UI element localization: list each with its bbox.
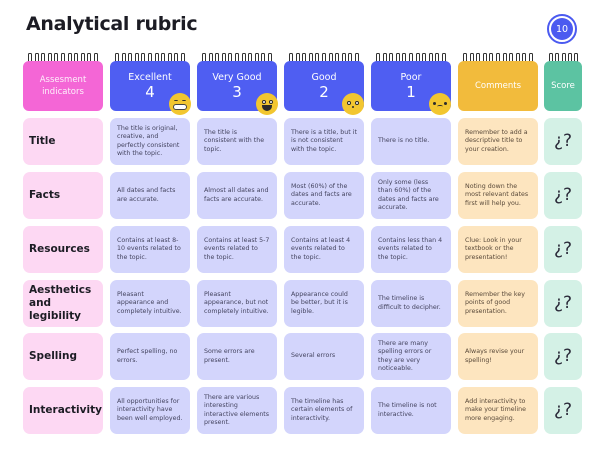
header-score: 2 — [319, 82, 329, 101]
page-number-badge: 10 — [547, 14, 577, 44]
header-comments: Comments — [458, 61, 538, 111]
criterion-poor: The timeline is difficult to decipher. — [371, 280, 451, 327]
score-field[interactable]: ¿? — [544, 387, 582, 434]
criterion-very-good: Pleasant appearance, but not completely … — [197, 280, 277, 327]
criterion-excellent: Pleasant appearance and completely intui… — [110, 280, 190, 327]
header-score: 1 — [406, 82, 416, 101]
header-score: 4 — [145, 82, 155, 101]
header-score-column: Score — [544, 61, 582, 111]
criterion-excellent: The title is original, creative, and per… — [110, 118, 190, 165]
grinning-face-icon — [169, 93, 191, 115]
criterion-poor: The timeline is not interactive. — [371, 387, 451, 434]
comment: Remember the key points of good presenta… — [458, 280, 538, 327]
comment: Noting down the most relevant dates firs… — [458, 172, 538, 219]
indicator-facts: Facts — [23, 172, 103, 219]
criterion-good: Contains at least 4 events related to th… — [284, 226, 364, 273]
criterion-good: The timeline has certain elements of int… — [284, 387, 364, 434]
criterion-excellent: Contains at least 8-10 events related to… — [110, 226, 190, 273]
header-label: Score — [551, 81, 575, 91]
criterion-poor: There are many spelling errors or they a… — [371, 333, 451, 380]
score-field[interactable]: ¿? — [544, 172, 582, 219]
score-field[interactable]: ¿? — [544, 333, 582, 380]
criterion-good: Several errors — [284, 333, 364, 380]
score-field[interactable]: ¿? — [544, 280, 582, 327]
criterion-very-good: Some errors are present. — [197, 333, 277, 380]
criterion-very-good: Contains at least 5-7 events related to … — [197, 226, 277, 273]
header-score: 3 — [232, 82, 242, 101]
header-label: Good — [311, 71, 337, 83]
comment: Always revise your spelling! — [458, 333, 538, 380]
criterion-poor: There is no title. — [371, 118, 451, 165]
criterion-very-good: There are various interesting interactiv… — [197, 387, 277, 434]
comment: Remember to add a descriptive title to y… — [458, 118, 538, 165]
criterion-very-good: Almost all dates and facts are accurate. — [197, 172, 277, 219]
header-label: Very Good — [212, 71, 262, 83]
criterion-good: There is a title, but it is not consiste… — [284, 118, 364, 165]
criterion-good: Most (60%) of the dates and facts are ac… — [284, 172, 364, 219]
header-label: Assesment indicators — [39, 75, 87, 97]
score-field[interactable]: ¿? — [544, 226, 582, 273]
criterion-very-good: The title is consistent with the topic. — [197, 118, 277, 165]
criterion-good: Appearance could be better, but it is le… — [284, 280, 364, 327]
criterion-excellent: Perfect spelling, no errors. — [110, 333, 190, 380]
criterion-poor: Only some (less than 60%) of the dates a… — [371, 172, 451, 219]
criterion-excellent: All dates and facts are accurate. — [110, 172, 190, 219]
criterion-excellent: All opportunities for interactivity have… — [110, 387, 190, 434]
score-field[interactable]: ¿? — [544, 118, 582, 165]
criterion-poor: Contains less than 4 events related to t… — [371, 226, 451, 273]
header-label: Excellent — [128, 71, 172, 83]
sad-face-icon — [429, 93, 451, 115]
smiling-face-icon — [256, 93, 278, 115]
header-assessment-indicators: Assesment indicators — [23, 61, 103, 111]
indicator-resources: Resources — [23, 226, 103, 273]
header-label: Poor — [400, 71, 422, 83]
page-title: Analytical rubric — [26, 13, 198, 35]
indicator-title: Title — [23, 118, 103, 165]
comment: Clue: Look in your textbook or the prese… — [458, 226, 538, 273]
header-label: Comments — [474, 81, 522, 91]
indicator-spelling: Spelling — [23, 333, 103, 380]
neutral-face-icon — [342, 93, 364, 115]
page-number: 10 — [551, 18, 573, 40]
indicator-aesthetics: Aesthetics and legibility — [23, 280, 103, 327]
indicator-interactivity: Interactivity — [23, 387, 103, 434]
comment: Add interactivity to make your timeline … — [458, 387, 538, 434]
